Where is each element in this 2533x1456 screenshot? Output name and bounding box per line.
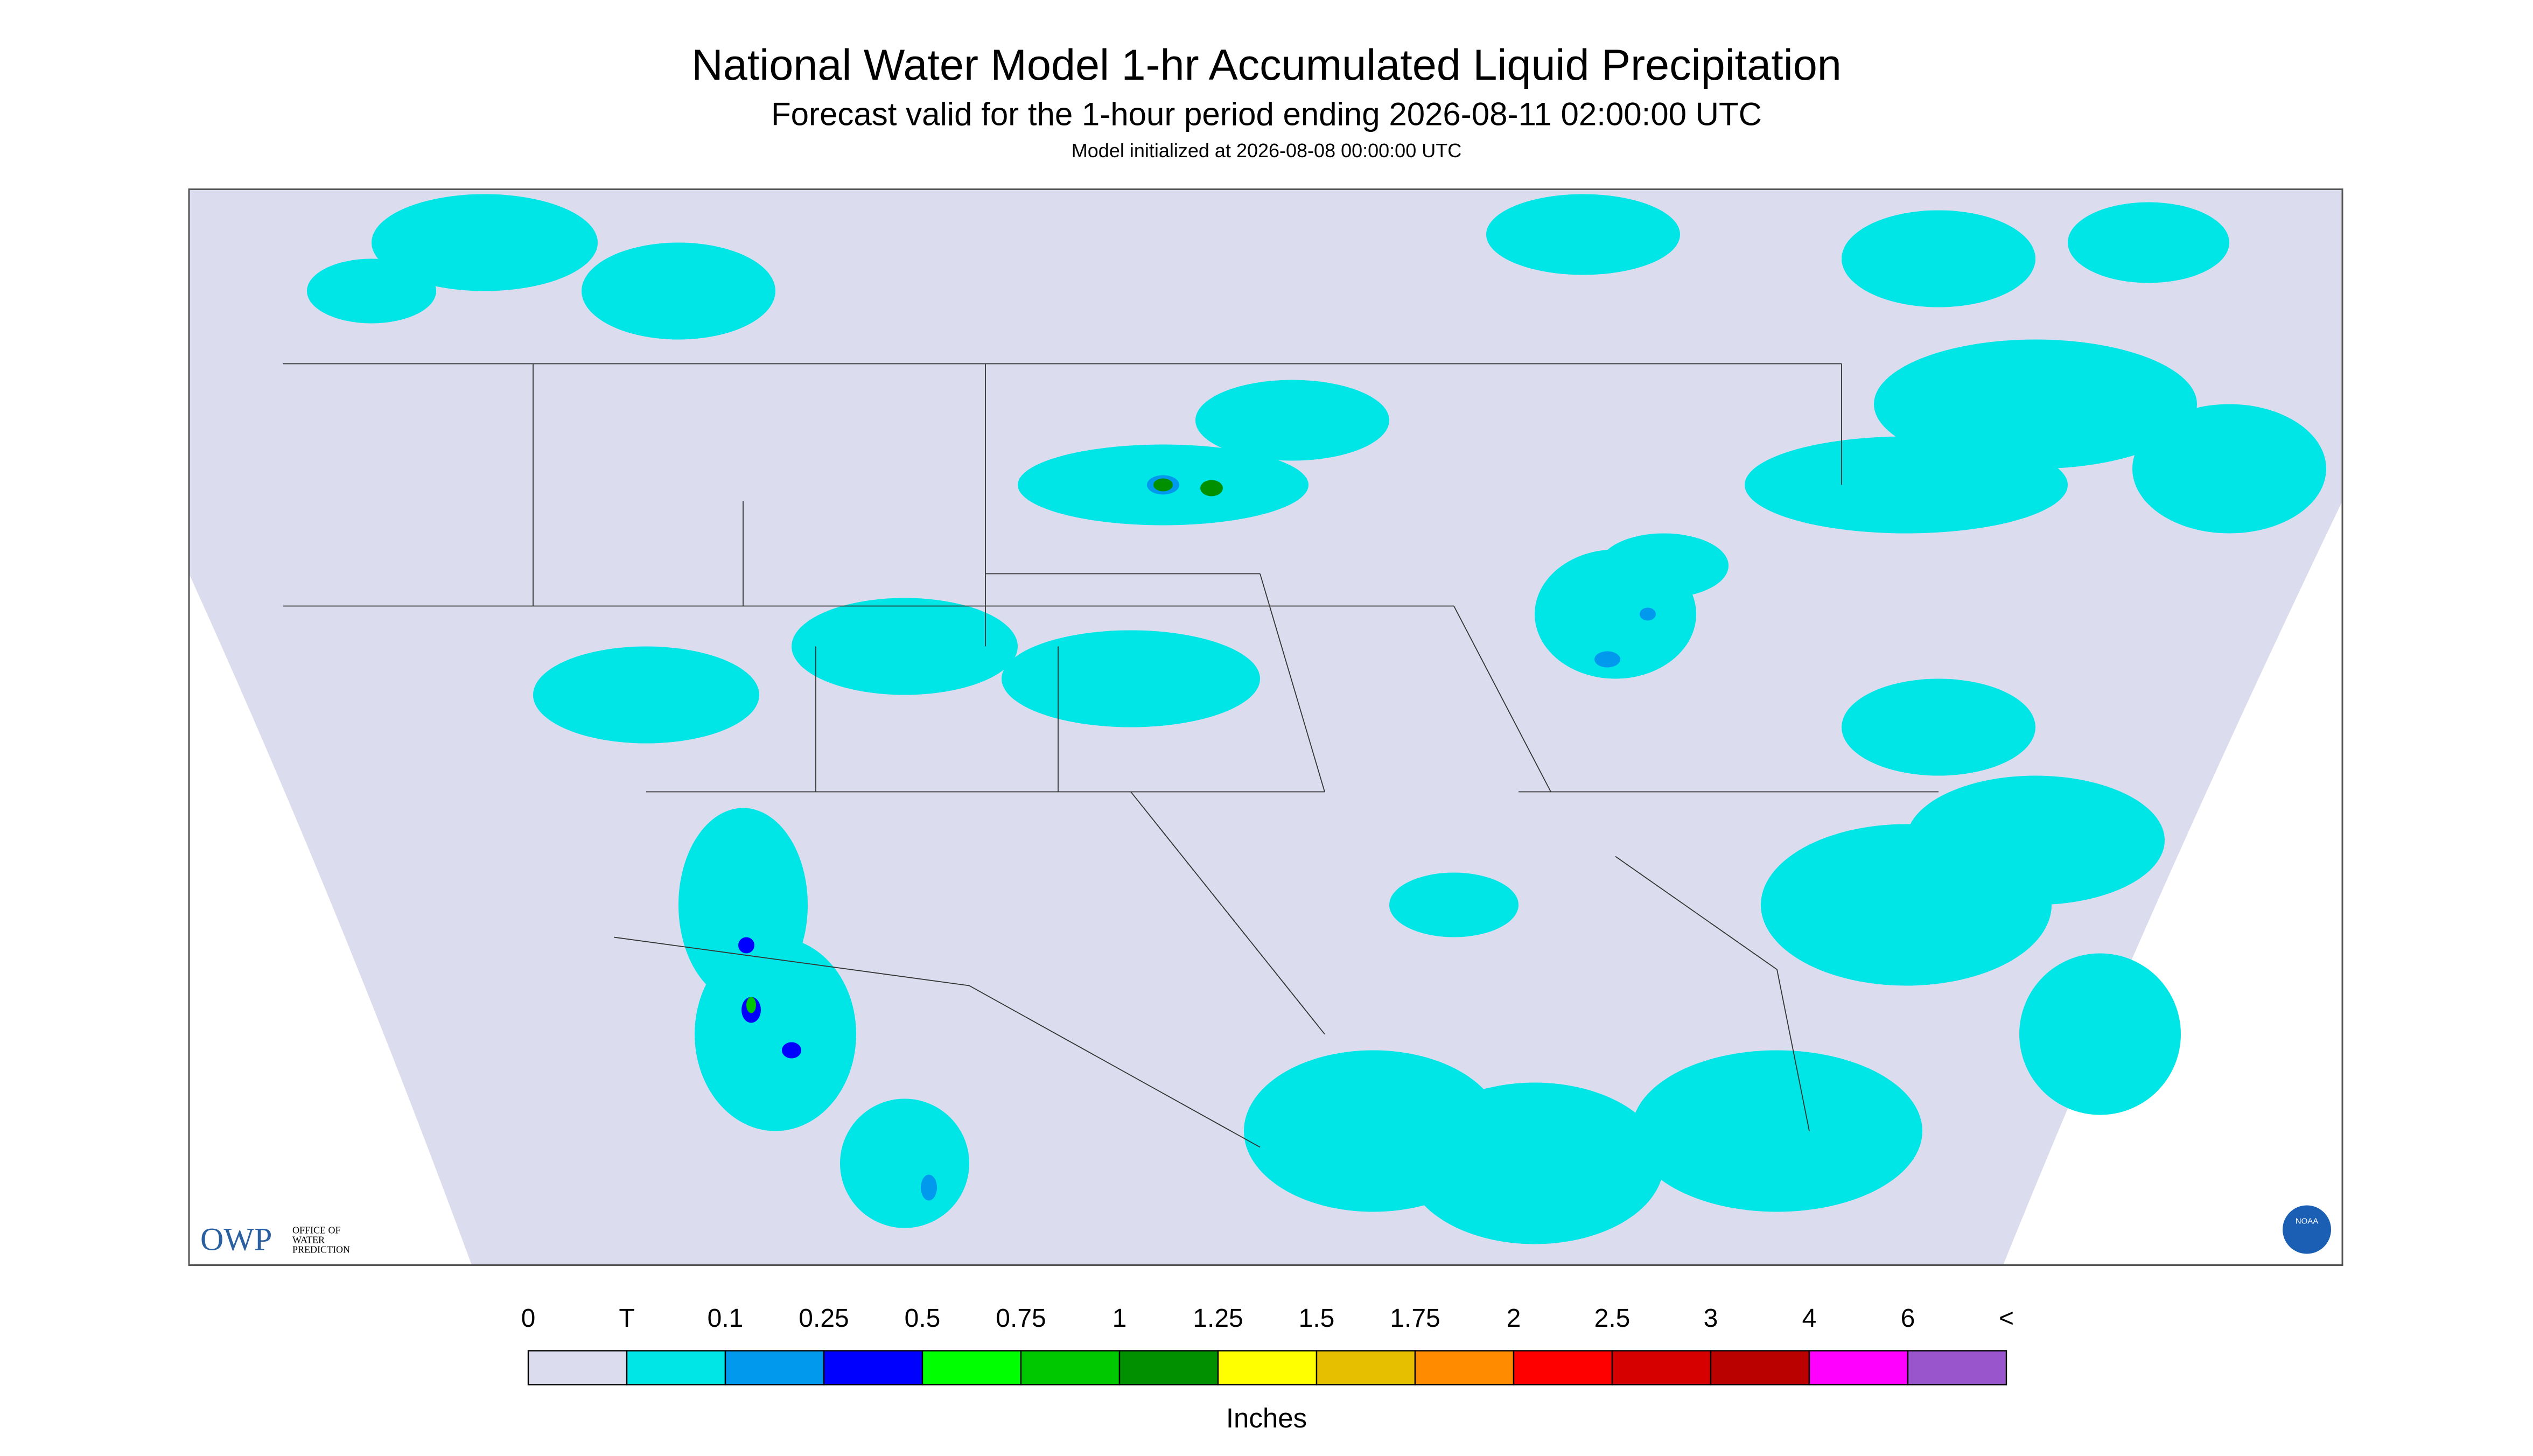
subtitle: Forecast valid for the 1-hour period end… bbox=[771, 96, 1762, 132]
legend-swatch bbox=[1611, 1350, 1712, 1385]
precip-area bbox=[533, 646, 759, 744]
legend-swatch bbox=[1217, 1350, 1318, 1385]
precip-core bbox=[1640, 607, 1656, 621]
legend-label: 1.75 bbox=[1390, 1304, 1440, 1333]
precip-core bbox=[782, 1042, 801, 1059]
precip-area bbox=[1002, 630, 1260, 727]
legend-swatch bbox=[1020, 1350, 1121, 1385]
legend-swatch bbox=[527, 1350, 628, 1385]
precip-area bbox=[1486, 194, 1680, 275]
precip-core bbox=[1200, 480, 1223, 496]
map: OWP OFFICE OF WATER PREDICTION NOAA bbox=[188, 188, 2343, 1266]
precip-area bbox=[2132, 404, 2326, 534]
legend-swatch bbox=[724, 1350, 825, 1385]
precip-area bbox=[582, 242, 775, 340]
precip-area bbox=[1195, 380, 1389, 461]
precip-area bbox=[1405, 1082, 1664, 1244]
init-note: Model initialized at 2026-08-08 00:00:00… bbox=[1072, 139, 1461, 162]
legend-label: < bbox=[1999, 1304, 2014, 1333]
legend-label: 2.5 bbox=[1594, 1304, 1631, 1333]
owp-logo: OWP bbox=[200, 1221, 272, 1257]
precip-area bbox=[2068, 202, 2229, 283]
legend-label: 4 bbox=[1802, 1304, 1817, 1333]
legend-label: 1.25 bbox=[1193, 1304, 1243, 1333]
legend-label: 0.25 bbox=[799, 1304, 849, 1333]
legend-label: 6 bbox=[1901, 1304, 1915, 1333]
legend-label: 1.5 bbox=[1299, 1304, 1335, 1333]
legend-swatch bbox=[626, 1350, 726, 1385]
legend-label: 0 bbox=[521, 1304, 536, 1333]
legend-swatch bbox=[1907, 1350, 2007, 1385]
precip-area bbox=[1842, 678, 2035, 776]
map-edge bbox=[189, 573, 472, 1265]
precip-core bbox=[921, 1174, 937, 1201]
precip-area bbox=[1906, 775, 2165, 905]
owp-office: OFFICE OF bbox=[292, 1225, 341, 1236]
legend-swatch bbox=[1513, 1350, 1613, 1385]
legend-label: 3 bbox=[1704, 1304, 1718, 1333]
legend-label: 2 bbox=[1507, 1304, 1521, 1333]
legend-swatch bbox=[1710, 1350, 1810, 1385]
precip-area bbox=[1599, 533, 1729, 598]
legend-swatch bbox=[1414, 1350, 1515, 1385]
legend-label: T bbox=[619, 1304, 634, 1333]
precip-core bbox=[1153, 478, 1173, 492]
map-frame bbox=[188, 188, 2343, 1266]
legend-swatch bbox=[1808, 1350, 1909, 1385]
legend-label: 0.1 bbox=[708, 1304, 744, 1333]
precip-area bbox=[695, 937, 856, 1131]
precip-area bbox=[1745, 436, 2068, 534]
legend-swatch bbox=[823, 1350, 923, 1385]
precip-areas bbox=[307, 194, 2326, 1244]
precip-area bbox=[2019, 953, 2181, 1115]
precip-core bbox=[738, 937, 754, 954]
owp-office: PREDICTION bbox=[292, 1244, 350, 1255]
legend-swatch bbox=[921, 1350, 1022, 1385]
precip-area bbox=[840, 1098, 969, 1228]
noaa-logo bbox=[2283, 1205, 2331, 1254]
precip-area bbox=[307, 258, 436, 324]
precip-area bbox=[1874, 339, 2197, 469]
legend-units: Inches bbox=[1226, 1403, 1307, 1433]
legend: 0 T 0.1 0.25 0.5 0.75 1 1.25 1.5 1.75 2 2.5 3 4 6 < bbox=[521, 1304, 2014, 1385]
legend-swatch bbox=[1118, 1350, 1219, 1385]
precip-area bbox=[372, 194, 598, 291]
boundaries bbox=[283, 363, 1939, 1148]
precip-core bbox=[746, 997, 756, 1013]
title: National Water Model 1-hr Accumulated Li… bbox=[691, 41, 1842, 89]
owp-office: WATER bbox=[292, 1235, 325, 1245]
legend-label: 1 bbox=[1112, 1304, 1127, 1333]
precip-area bbox=[792, 598, 1018, 695]
noaa-text: NOAA bbox=[2296, 1216, 2319, 1226]
precip-area bbox=[1632, 1050, 1922, 1212]
precip-area bbox=[1389, 872, 1519, 937]
legend-swatch bbox=[1316, 1350, 1416, 1385]
legend-label: 0.5 bbox=[905, 1304, 941, 1333]
legend-label: 0.75 bbox=[996, 1304, 1046, 1333]
precip-area bbox=[1842, 210, 2035, 307]
precip-core bbox=[1594, 651, 1620, 668]
